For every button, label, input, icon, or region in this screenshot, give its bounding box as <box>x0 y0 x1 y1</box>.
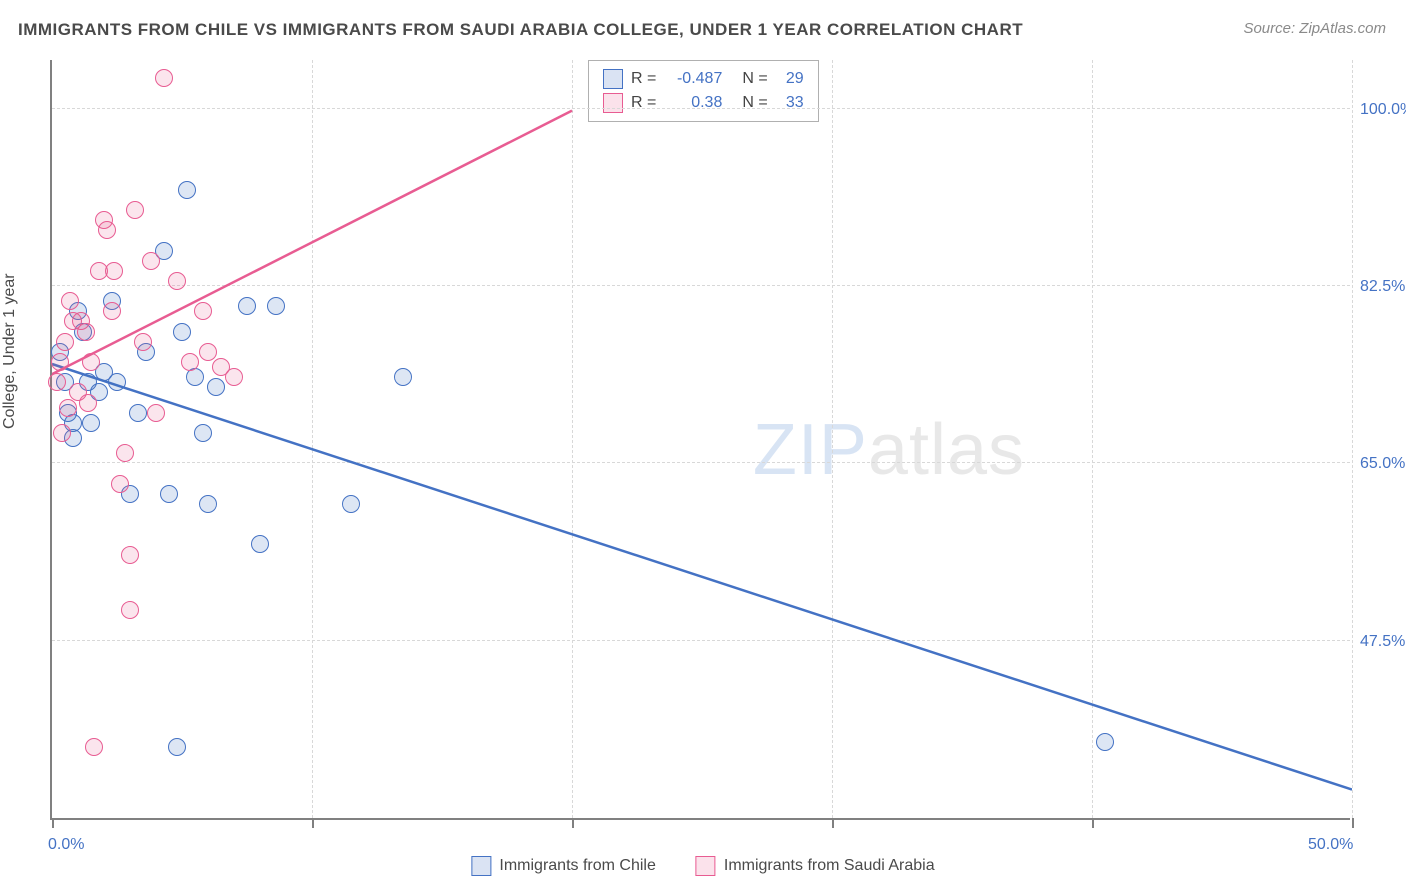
scatter-point <box>51 353 69 371</box>
scatter-point <box>178 181 196 199</box>
scatter-point <box>77 323 95 341</box>
scatter-point <box>61 292 79 310</box>
scatter-point <box>134 333 152 351</box>
scatter-point <box>142 252 160 270</box>
scatter-point <box>59 399 77 417</box>
legend-item-chile: Immigrants from Chile <box>471 856 655 876</box>
scatter-point <box>121 601 139 619</box>
scatter-point <box>251 535 269 553</box>
scatter-point <box>1096 733 1114 751</box>
scatter-point <box>53 424 71 442</box>
scatter-point <box>105 262 123 280</box>
x-tick-label: 50.0% <box>1308 836 1353 854</box>
x-tick <box>52 818 54 828</box>
trend-lines <box>52 60 1352 820</box>
scatter-point <box>116 444 134 462</box>
swatch-icon <box>603 69 623 89</box>
stats-row-chile: R = -0.487 N = 29 <box>603 67 804 91</box>
scatter-point <box>207 378 225 396</box>
gridline-v <box>312 60 313 818</box>
scatter-point <box>199 343 217 361</box>
scatter-point <box>194 302 212 320</box>
scatter-point <box>82 353 100 371</box>
gridline-v <box>572 60 573 818</box>
swatch-icon <box>696 856 716 876</box>
scatter-point <box>56 333 74 351</box>
scatter-point <box>85 738 103 756</box>
scatter-point <box>121 546 139 564</box>
source-credit: Source: ZipAtlas.com <box>1243 20 1386 37</box>
scatter-point <box>98 221 116 239</box>
scatter-point <box>168 738 186 756</box>
scatter-point <box>199 495 217 513</box>
scatter-point <box>194 424 212 442</box>
scatter-point <box>342 495 360 513</box>
x-tick <box>832 818 834 828</box>
x-tick <box>1352 818 1354 828</box>
x-tick <box>1092 818 1094 828</box>
gridline-v <box>1092 60 1093 818</box>
chart-title: IMMIGRANTS FROM CHILE VS IMMIGRANTS FROM… <box>18 20 1023 40</box>
scatter-point <box>48 373 66 391</box>
x-tick-label: 0.0% <box>48 836 84 854</box>
gridline-v <box>1352 60 1353 818</box>
scatter-point <box>79 394 97 412</box>
scatter-point <box>173 323 191 341</box>
scatter-point <box>181 353 199 371</box>
swatch-icon <box>471 856 491 876</box>
scatter-point <box>238 297 256 315</box>
scatter-point <box>147 404 165 422</box>
y-tick-label: 100.0% <box>1360 101 1406 119</box>
scatter-point <box>111 475 129 493</box>
bottom-legend: Immigrants from Chile Immigrants from Sa… <box>471 856 934 876</box>
chart-plot-area: ZIPatlas R = -0.487 N = 29 R = 0.38 N = … <box>50 60 1350 820</box>
scatter-point <box>394 368 412 386</box>
gridline-h <box>52 108 1350 109</box>
scatter-point <box>160 485 178 503</box>
y-tick-label: 65.0% <box>1360 455 1406 473</box>
scatter-point <box>108 373 126 391</box>
scatter-point <box>267 297 285 315</box>
y-tick-label: 47.5% <box>1360 633 1406 651</box>
x-tick <box>312 818 314 828</box>
correlation-stats-box: R = -0.487 N = 29 R = 0.38 N = 33 <box>588 60 819 122</box>
scatter-point <box>225 368 243 386</box>
watermark-text: ZIPatlas <box>753 409 1025 491</box>
scatter-point <box>103 302 121 320</box>
x-tick <box>572 818 574 828</box>
scatter-point <box>126 201 144 219</box>
swatch-icon <box>603 93 623 113</box>
y-tick-label: 82.5% <box>1360 278 1406 296</box>
gridline-v <box>832 60 833 818</box>
scatter-point <box>155 69 173 87</box>
gridline-h <box>52 462 1350 463</box>
gridline-h <box>52 640 1350 641</box>
scatter-point <box>168 272 186 290</box>
y-axis-label: College, Under 1 year <box>1 273 19 429</box>
gridline-h <box>52 285 1350 286</box>
scatter-point <box>82 414 100 432</box>
legend-item-saudi: Immigrants from Saudi Arabia <box>696 856 935 876</box>
stats-row-saudi: R = 0.38 N = 33 <box>603 91 804 115</box>
scatter-point <box>129 404 147 422</box>
